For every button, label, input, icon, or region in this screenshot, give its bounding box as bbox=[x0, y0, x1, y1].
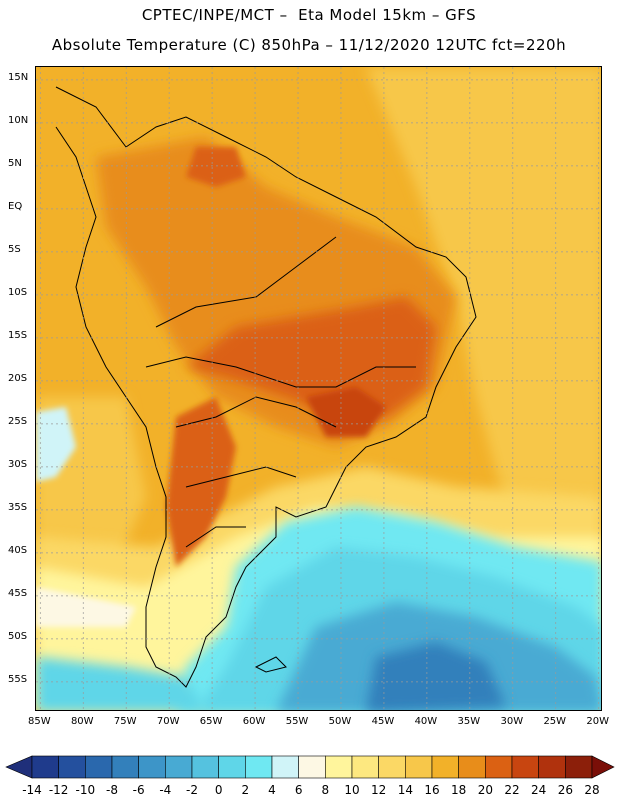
colorbar-segment bbox=[165, 755, 193, 779]
colorbar-tick-label: 22 bbox=[504, 783, 520, 797]
longitude-label: 80W bbox=[70, 716, 94, 727]
colorbar-segment bbox=[485, 755, 513, 779]
colorbar-segment bbox=[458, 755, 486, 779]
border-line-1 bbox=[145, 356, 416, 388]
latitude-label: 30S bbox=[8, 458, 28, 470]
colorbar-segment bbox=[138, 755, 166, 779]
colorbar-segment bbox=[405, 755, 433, 779]
border-line-4 bbox=[185, 526, 246, 548]
map-title-line-2: Absolute Temperature (C) 850hPa – 11/12/… bbox=[51, 36, 567, 54]
colorbar-tick-label: 12 bbox=[371, 783, 387, 797]
pacific-cool-patch bbox=[36, 407, 76, 482]
colorbar-segment bbox=[58, 755, 86, 779]
colorbar-tick-label: 2 bbox=[241, 783, 250, 797]
colorbar-under-arrow bbox=[5, 755, 33, 779]
latitude-label: 5N bbox=[8, 157, 22, 169]
border-line-3 bbox=[185, 466, 297, 488]
colorbar-over-arrow bbox=[591, 755, 615, 779]
colorbar-segment bbox=[298, 755, 326, 779]
colorbar-segment bbox=[511, 755, 539, 779]
longitude-label: 30W bbox=[500, 716, 524, 727]
map-title-line-1: CPTEC/INPE/MCT – Eta Model 15km – GFS bbox=[141, 6, 477, 24]
colorbar-segment bbox=[325, 755, 353, 779]
colorbar-segment bbox=[538, 755, 566, 779]
colorbar-tick-label: -12 bbox=[48, 783, 69, 797]
colorbar-segment bbox=[31, 755, 59, 779]
southwest-cold bbox=[36, 657, 205, 710]
longitude-label: 75W bbox=[113, 716, 137, 727]
latitude-label: 35S bbox=[8, 501, 28, 513]
colorbar-segment bbox=[431, 755, 459, 779]
colorbar-tick-label: 6 bbox=[294, 783, 303, 797]
venezuela-hot bbox=[186, 147, 246, 187]
colorbar-tick-label: 20 bbox=[477, 783, 493, 797]
latitude-label: 15N bbox=[8, 71, 29, 83]
colorbar-tick-label: 28 bbox=[584, 783, 600, 797]
colorbar-segment bbox=[245, 755, 273, 779]
south-america-coastline bbox=[55, 86, 477, 688]
longitude-label: 40W bbox=[414, 716, 438, 727]
longitude-label: 25W bbox=[543, 716, 567, 727]
colorbar-segment bbox=[565, 755, 593, 779]
longitude-label: 60W bbox=[242, 716, 266, 727]
colorbar-segment bbox=[271, 755, 299, 779]
latitude-label: 10N bbox=[8, 114, 29, 126]
coastlines bbox=[55, 86, 477, 688]
latitude-label: EQ bbox=[8, 200, 23, 212]
colorbar-tick-label: -14 bbox=[22, 783, 42, 797]
colorbar-tick-label: -10 bbox=[75, 783, 96, 797]
latitude-label: 5S bbox=[8, 243, 21, 255]
colorbar-tick-label: 14 bbox=[397, 783, 413, 797]
border-line-2 bbox=[175, 396, 337, 428]
colorbar-segment bbox=[378, 755, 406, 779]
colorbar-segment bbox=[351, 755, 379, 779]
colorbar-tick-label: -4 bbox=[159, 783, 172, 797]
colorbar-tick-label: -6 bbox=[132, 783, 145, 797]
atlantic-warm-band bbox=[366, 67, 601, 537]
colorbar-tick-label: 18 bbox=[451, 783, 467, 797]
latitude-label: 10S bbox=[8, 286, 28, 298]
latitude-label: 40S bbox=[8, 544, 28, 556]
longitude-label: 35W bbox=[457, 716, 481, 727]
temperature-map bbox=[35, 66, 602, 711]
colorbar-segment bbox=[111, 755, 139, 779]
latitude-label: 45S bbox=[8, 587, 28, 599]
latitude-label: 15S bbox=[8, 329, 28, 341]
andes-hot-strip bbox=[166, 397, 236, 567]
colorbar-segment bbox=[191, 755, 219, 779]
colorbar-segment bbox=[85, 755, 113, 779]
colorbar-tick-label: 16 bbox=[424, 783, 440, 797]
border-line-5 bbox=[155, 236, 337, 328]
southeast-hot bbox=[306, 387, 386, 437]
longitude-label: 45W bbox=[371, 716, 395, 727]
brazil-hot-core bbox=[186, 297, 436, 417]
cold-core bbox=[366, 642, 506, 710]
colorbar-tick-label: 8 bbox=[321, 783, 330, 797]
latitude-label: 25S bbox=[8, 415, 28, 427]
falklands bbox=[254, 656, 287, 673]
latitude-label: 20S bbox=[8, 372, 28, 384]
pacific-pale-patch bbox=[36, 587, 136, 627]
colorbar-tick-label: -8 bbox=[106, 783, 118, 797]
longitude-label: 55W bbox=[285, 716, 309, 727]
colorbar-tick-label: 10 bbox=[344, 783, 360, 797]
colorbar-segment bbox=[218, 755, 246, 779]
colorbar-tick-label: -2 bbox=[186, 783, 198, 797]
longitude-label: 70W bbox=[156, 716, 180, 727]
longitude-label: 20W bbox=[586, 716, 610, 727]
latitude-label: 55S bbox=[8, 673, 28, 685]
latitude-label: 50S bbox=[8, 630, 28, 642]
colorbar-tick-label: 24 bbox=[531, 783, 547, 797]
colorbar-tick-label: 26 bbox=[557, 783, 573, 797]
temperature-field-svg bbox=[36, 67, 601, 710]
colorbar bbox=[5, 755, 615, 779]
colorbar-tick-label: 0 bbox=[214, 783, 223, 797]
longitude-label: 85W bbox=[27, 716, 51, 727]
colorbar-tick-label: 4 bbox=[268, 783, 276, 797]
longitude-label: 65W bbox=[199, 716, 223, 727]
longitude-label: 50W bbox=[328, 716, 352, 727]
